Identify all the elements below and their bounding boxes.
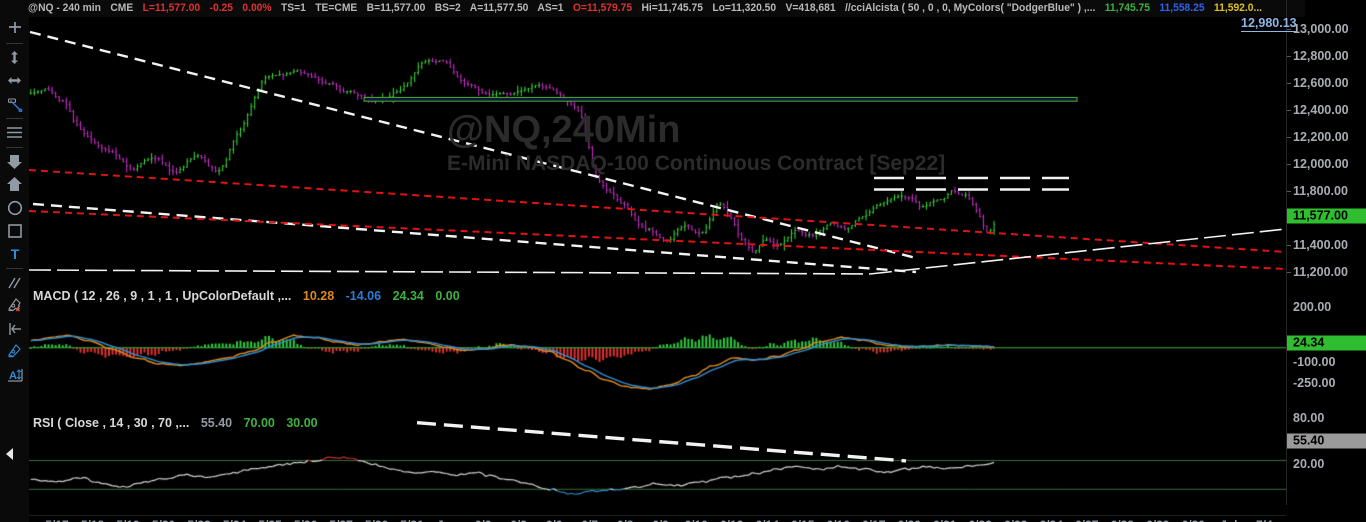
- svg-text:A: A: [9, 370, 17, 382]
- svg-text:T: T: [10, 246, 19, 262]
